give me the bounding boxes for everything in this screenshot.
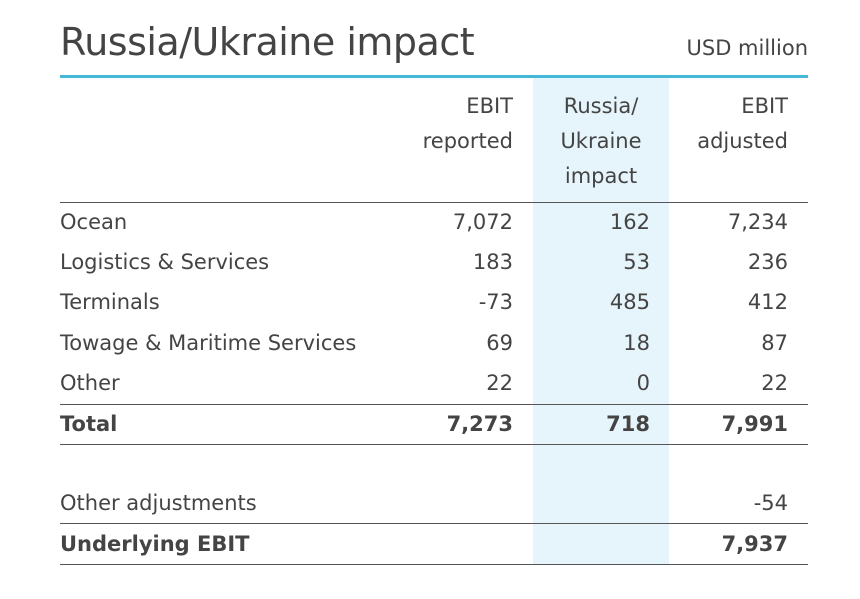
ebit-adjusted-value: 412 bbox=[747, 290, 788, 314]
ebit-adjusted-value: 87 bbox=[761, 331, 788, 355]
ebit-reported-value: 7,072 bbox=[452, 210, 513, 234]
header-rule bbox=[60, 202, 808, 203]
ebit-adjusted-value: 22 bbox=[761, 371, 788, 395]
impact-value: 485 bbox=[609, 290, 650, 314]
table-row: Other 22 0 22 bbox=[60, 363, 808, 403]
header-line: reported bbox=[422, 129, 513, 153]
underlying-top-rule bbox=[60, 523, 808, 524]
total-top-rule bbox=[60, 404, 808, 405]
header-russia-ukraine-impact: Russia/ Ukraine impact bbox=[533, 89, 669, 194]
table-row: Logistics & Services 183 53 236 bbox=[60, 242, 808, 282]
header-line: EBIT bbox=[741, 94, 788, 118]
impact-value: 162 bbox=[609, 210, 650, 234]
impact-value: 53 bbox=[623, 250, 650, 274]
row-label: Ocean bbox=[60, 210, 128, 234]
row-label: Other bbox=[60, 371, 120, 395]
impact-value: 0 bbox=[636, 371, 650, 395]
total-bottom-rule bbox=[60, 444, 808, 445]
header-line: Ukraine bbox=[560, 129, 642, 153]
ebit-reported-value: 183 bbox=[472, 250, 513, 274]
underlying-bottom-rule bbox=[60, 564, 808, 565]
ebit-reported-value: -73 bbox=[478, 290, 513, 314]
total-impact: 718 bbox=[606, 412, 650, 436]
impact-value: 18 bbox=[623, 331, 650, 355]
header-ebit-reported: EBIT reported bbox=[423, 89, 513, 159]
header-line: EBIT bbox=[466, 94, 513, 118]
row-label: Terminals bbox=[60, 290, 160, 314]
unit-label: USD million bbox=[686, 36, 809, 60]
ebit-adjusted-value: 7,234 bbox=[727, 210, 788, 234]
header-line: impact bbox=[564, 164, 638, 188]
other-adjustments-row: Other adjustments -54 bbox=[60, 483, 808, 523]
row-label: Logistics & Services bbox=[60, 250, 270, 274]
table-row: Towage & Maritime Services 69 18 87 bbox=[60, 323, 808, 363]
row-label: Towage & Maritime Services bbox=[60, 331, 357, 355]
ebit-adjusted-value: 236 bbox=[747, 250, 788, 274]
total-ebit-adjusted: 7,991 bbox=[721, 412, 788, 436]
total-ebit-reported: 7,273 bbox=[446, 412, 513, 436]
total-label: Total bbox=[60, 412, 118, 436]
ebit-reported-value: 22 bbox=[486, 371, 513, 395]
other-adjustments-value: -54 bbox=[753, 491, 788, 515]
header-line: adjusted bbox=[697, 129, 788, 153]
table-row: Terminals -73 485 412 bbox=[60, 282, 808, 322]
total-row: Total 7,273 718 7,991 bbox=[60, 404, 808, 444]
title-rule bbox=[60, 75, 808, 78]
underlying-ebit-row: Underlying EBIT 7,937 bbox=[60, 524, 808, 564]
underlying-ebit-value: 7,937 bbox=[721, 532, 788, 556]
table-title: Russia/Ukraine impact bbox=[60, 20, 475, 64]
underlying-ebit-label: Underlying EBIT bbox=[60, 532, 250, 556]
header-ebit-adjusted: EBIT adjusted bbox=[697, 89, 788, 159]
table-row: Ocean 7,072 162 7,234 bbox=[60, 202, 808, 242]
header-line: Russia/ bbox=[563, 94, 639, 118]
impact-column-highlight bbox=[533, 78, 669, 564]
other-adjustments-label: Other adjustments bbox=[60, 491, 257, 515]
ebit-reported-value: 69 bbox=[486, 331, 513, 355]
